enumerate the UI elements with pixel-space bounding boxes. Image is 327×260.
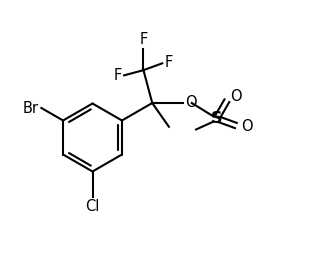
Text: F: F (139, 32, 147, 47)
Text: O: O (231, 89, 242, 104)
Text: Br: Br (23, 101, 39, 115)
Text: Cl: Cl (85, 199, 100, 214)
Text: F: F (113, 68, 122, 83)
Text: O: O (241, 119, 253, 134)
Text: O: O (185, 95, 197, 110)
Text: F: F (164, 55, 173, 70)
Text: S: S (211, 111, 222, 126)
